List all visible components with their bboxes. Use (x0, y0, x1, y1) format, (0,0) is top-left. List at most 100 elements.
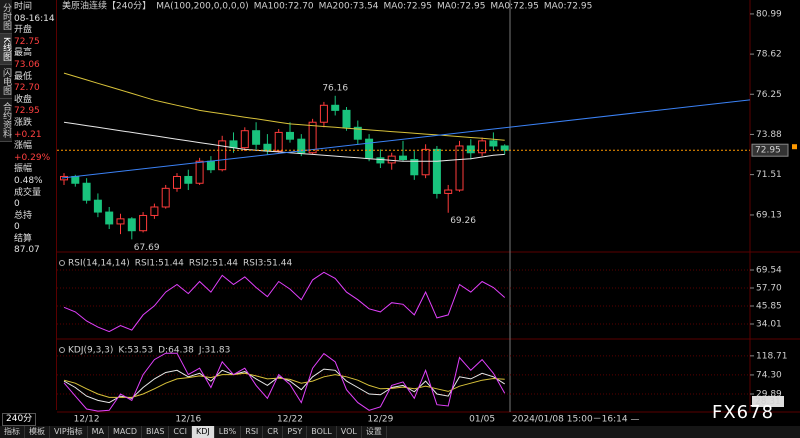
indicator-tab[interactable]: KDJ (191, 426, 215, 438)
period-selector[interactable]: 240分 (2, 413, 37, 426)
candle-body (71, 175, 80, 184)
sidebar: 分时图 K线图 闪电图 合约资料 时间 08-16:14 开盘 72.75 最高 73.06 最低… (0, 0, 57, 410)
candle-body (82, 182, 91, 201)
candle-body (421, 148, 430, 176)
candle-body (161, 187, 170, 208)
view-tab[interactable]: K线图 (0, 34, 12, 65)
x-tick-label: 12/22 (277, 415, 303, 425)
candle-body (274, 131, 283, 152)
candle-body (286, 131, 294, 140)
legend-item: MA0:72.95 (384, 2, 432, 12)
indicator-tab[interactable]: 指标 (0, 426, 25, 438)
candle-body (444, 189, 453, 194)
indicator-tab[interactable]: CCI (169, 426, 192, 438)
last-price-box (751, 143, 789, 157)
candle-body (308, 121, 317, 154)
info-label: 收盘 (14, 94, 33, 105)
info-label: 结算 (14, 233, 33, 244)
series-line (63, 352, 506, 412)
candle-body (466, 145, 475, 154)
candle-body (173, 175, 181, 189)
candle-body (399, 155, 407, 161)
y-tick-label: 80.99 (756, 9, 782, 19)
candle-body (206, 160, 215, 171)
candle-body (319, 104, 328, 123)
candle-body (342, 109, 351, 128)
candle-body (218, 140, 227, 171)
info-label: 最低 (14, 71, 33, 82)
value-marker: 28.31 (755, 397, 781, 407)
series-line (63, 72, 505, 141)
trend-line (61, 99, 751, 179)
legend-item: D:64.38 (158, 346, 194, 356)
info-label: 涨跌 (14, 117, 33, 128)
y-tick-label: 74.30 (756, 370, 782, 380)
indicator-tab[interactable]: 模板 (25, 426, 50, 438)
legend-item: MA0:72.95 (437, 2, 485, 12)
last-price-label: 72.95 (755, 146, 781, 156)
candle-body (93, 199, 102, 213)
candle-body (229, 140, 238, 149)
view-tab[interactable]: 分时图 (0, 0, 12, 34)
last-price-marker (792, 144, 797, 150)
candle-body (297, 138, 306, 154)
indicator-tab[interactable]: BIAS (142, 426, 170, 438)
indicator-tab[interactable]: CR (263, 426, 284, 438)
high-annotation: 76.16 (322, 83, 348, 93)
view-tab[interactable]: 合约资料 (0, 98, 12, 142)
x-tick-label: 12/12 (74, 415, 100, 425)
candle-body (240, 130, 249, 149)
info-value: +0.21 (14, 129, 42, 140)
indicator-tab[interactable]: MA (88, 426, 110, 438)
indicator-tab[interactable]: RSI (241, 426, 264, 438)
panel-title: RSI(14,14,14) (68, 259, 130, 269)
candle-body (105, 211, 114, 225)
info-value: 0 (14, 199, 20, 210)
indicator-tab[interactable]: LB% (215, 426, 242, 438)
legend-item: MA0:72.95 (490, 2, 538, 12)
candle-body (331, 104, 340, 111)
candle-body (489, 140, 498, 147)
candle-body (387, 155, 396, 164)
low-annotation: 69.26 (450, 216, 476, 226)
info-label: 振幅 (14, 164, 33, 175)
indicator-tab[interactable]: 设置 (362, 426, 387, 438)
indicator-tab[interactable]: MACD (109, 426, 143, 438)
time-range: 2024/01/08 15:00－16:14 — (512, 415, 639, 425)
indicator-tab[interactable]: VOL (337, 426, 362, 438)
indicator-tab[interactable]: BOLL (307, 426, 337, 438)
info-label: 开盘 (14, 25, 33, 36)
info-label: 涨幅 (14, 141, 33, 152)
info-value: 72.75 (14, 36, 40, 47)
value-marker-box (752, 396, 784, 407)
indicator-tabs: 指标 模板 VIP指标 MA MACD BIAS CCI KDJ LB% RSI CR PSY BOLL… (0, 426, 800, 438)
y-tick-label: 57.70 (756, 283, 782, 293)
y-tick-label: 76.25 (756, 90, 782, 100)
info-value: 72.70 (14, 83, 40, 94)
panel-title: 美原油连续【240分】 (62, 0, 151, 12)
panel-icon (59, 260, 65, 266)
y-tick-label: 69.13 (756, 210, 782, 220)
chart: 2024/01/08 15:00－16:14 — 80.99 78.62 76.25 7… (57, 0, 800, 425)
y-tick-label: 45.85 (756, 301, 782, 311)
indicator-tab[interactable]: VIP指标 (50, 426, 88, 438)
legend-item: MA100:72.70 (254, 2, 314, 12)
indicator-tab[interactable]: PSY (283, 426, 308, 438)
info-value: 08-16:14 (14, 13, 55, 24)
candle-body (376, 157, 385, 164)
y-tick-label: 78.62 (756, 50, 782, 60)
panel-title: KDJ(9,3,3) (68, 346, 113, 356)
x-tick-label: 12/29 (367, 415, 393, 425)
y-tick-label: 69.54 (756, 265, 782, 275)
candle-body (116, 218, 125, 225)
view-tab[interactable]: 闪电图 (0, 64, 12, 99)
info-value: 87.07 (14, 245, 40, 256)
legend-item: MA200:73.54 (319, 2, 379, 12)
x-tick-label: 12/16 (175, 415, 201, 425)
y-tick-label: 73.88 (756, 130, 782, 140)
candle-body (432, 148, 441, 194)
legend-item: MA0:72.95 (544, 2, 592, 12)
info-value: +0.29% (14, 152, 51, 163)
low-annotation: 67.69 (134, 243, 160, 253)
